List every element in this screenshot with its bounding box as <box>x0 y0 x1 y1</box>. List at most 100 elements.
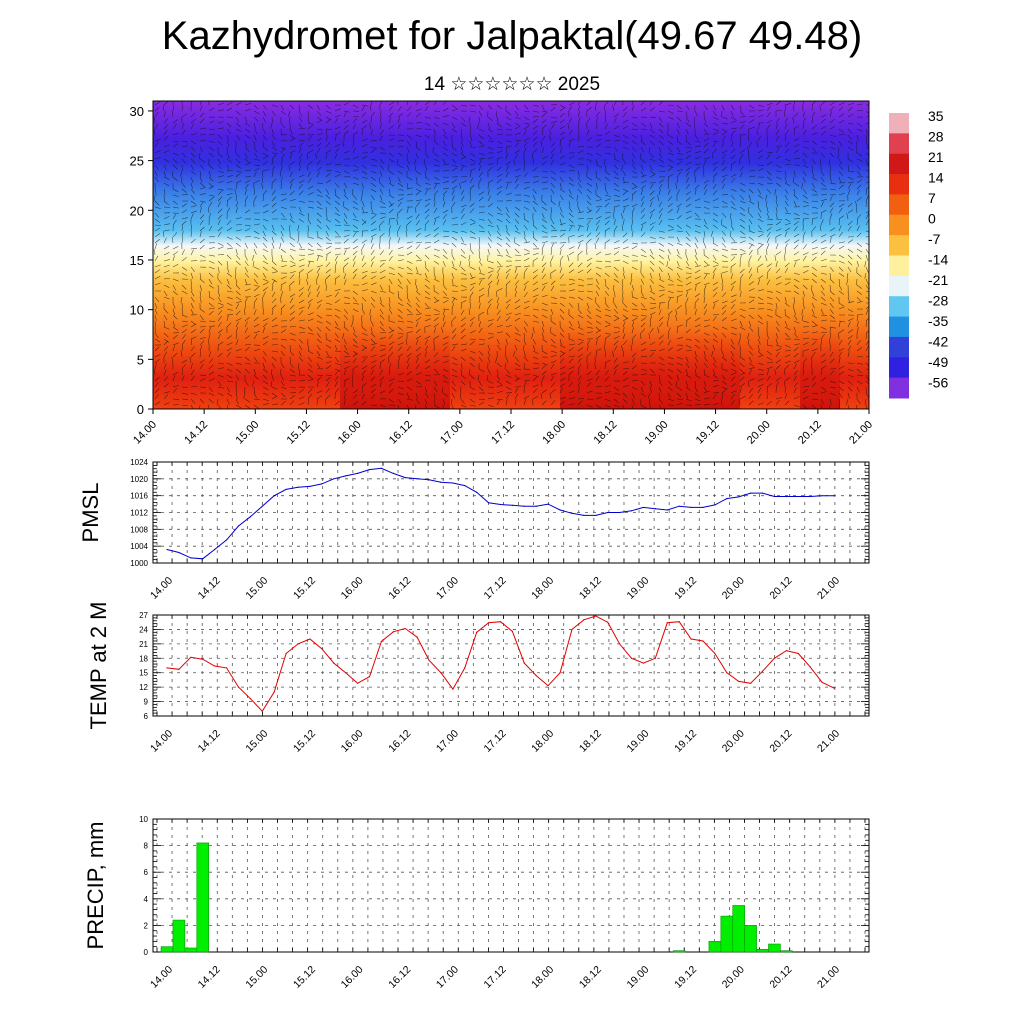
wind-barb <box>397 113 403 118</box>
wind-barb <box>379 176 381 183</box>
wind-barb <box>442 146 449 151</box>
wind-barb <box>190 112 196 118</box>
wind-barb <box>505 338 508 345</box>
wind-barb <box>739 200 746 204</box>
wind-barb <box>829 111 832 118</box>
wind-barb <box>613 158 620 162</box>
wind-barb <box>424 278 431 283</box>
wind-barb <box>694 122 696 129</box>
wind-barb <box>244 108 251 112</box>
wind-barb <box>352 156 359 160</box>
wind-barb <box>271 254 273 261</box>
wind-barb <box>667 183 670 190</box>
wind-barb <box>747 135 750 142</box>
wind-barb <box>514 356 520 362</box>
wind-barb <box>811 132 818 136</box>
x-tick-label: 17.12 <box>482 728 509 755</box>
wind-barb <box>604 198 611 202</box>
wind-barb <box>181 152 187 158</box>
wind-barb <box>856 278 858 285</box>
wind-barb <box>838 404 841 409</box>
wind-barb <box>586 268 592 274</box>
data-point <box>642 506 645 509</box>
wind-barb <box>712 166 718 172</box>
wind-barb <box>775 359 782 364</box>
wind-barb <box>559 308 565 314</box>
wind-barb <box>406 346 411 352</box>
wind-barb <box>541 249 543 256</box>
wind-barb <box>370 271 377 274</box>
wind-barb <box>838 170 843 176</box>
wind-barb <box>370 296 376 302</box>
precip-bar <box>720 915 734 953</box>
wind-barb <box>496 279 500 286</box>
wind-barb <box>190 231 192 238</box>
wind-barb <box>325 236 331 242</box>
wind-barb <box>433 335 440 340</box>
wind-barb <box>361 243 366 250</box>
wind-barb <box>415 122 422 124</box>
wind-barb <box>424 128 431 131</box>
wind-barb <box>595 143 602 148</box>
wind-barb <box>388 329 395 334</box>
wind-barb <box>550 243 554 250</box>
wind-barb <box>343 393 346 400</box>
wind-barb <box>694 298 700 304</box>
wind-barb <box>703 332 710 336</box>
wind-barb <box>253 236 260 239</box>
wind-barb <box>829 314 835 319</box>
wind-barb <box>838 266 844 272</box>
wind-barb <box>676 324 683 328</box>
wind-barb <box>271 395 278 400</box>
wind-barb <box>397 314 403 320</box>
wind-barb <box>613 170 619 176</box>
wind-barb <box>496 230 501 236</box>
wind-barb <box>361 200 365 207</box>
wind-barb <box>334 114 341 118</box>
wind-barb <box>838 192 845 196</box>
wind-barb <box>154 227 161 232</box>
wind-barb <box>477 374 480 381</box>
wind-barb <box>775 381 779 388</box>
wind-barb <box>316 133 323 136</box>
wind-barb <box>712 172 718 178</box>
data-point <box>321 648 323 650</box>
wind-barb <box>388 188 391 195</box>
wind-barb <box>667 368 674 373</box>
wind-barb <box>748 344 753 350</box>
wind-barb <box>505 254 512 258</box>
wind-barb <box>838 290 845 295</box>
x-tick-label: 20.00 <box>745 419 773 447</box>
wind-barb <box>343 296 350 299</box>
wind-barb <box>451 189 455 196</box>
wind-barb <box>307 160 313 166</box>
wind-barb <box>514 230 521 234</box>
wind-barb <box>343 194 349 200</box>
wind-barb <box>766 268 771 274</box>
y-tick-label: 10 <box>130 303 144 318</box>
wind-barb <box>396 219 399 226</box>
wind-barb <box>667 303 669 310</box>
wind-barb <box>712 254 717 261</box>
wind-barb <box>505 303 510 310</box>
y-tick-label: 2 <box>144 921 149 930</box>
wind-barb <box>568 224 575 227</box>
wind-barb <box>343 130 349 136</box>
colorbar-swatch <box>889 133 909 155</box>
wind-barb <box>514 177 519 184</box>
wind-barb <box>397 272 403 278</box>
wind-barb <box>289 274 295 280</box>
wind-barb <box>802 123 804 130</box>
data-point <box>476 491 478 493</box>
wind-barb <box>460 146 463 153</box>
wind-barb <box>406 308 412 314</box>
wind-barb <box>811 296 818 301</box>
wind-barb <box>712 393 717 400</box>
data-point <box>523 662 525 664</box>
wind-barb <box>847 225 852 232</box>
wind-barb <box>469 266 476 270</box>
wind-barb <box>298 338 304 344</box>
wind-barb <box>820 386 827 391</box>
wind-barb <box>676 116 682 122</box>
data-point <box>464 667 466 669</box>
